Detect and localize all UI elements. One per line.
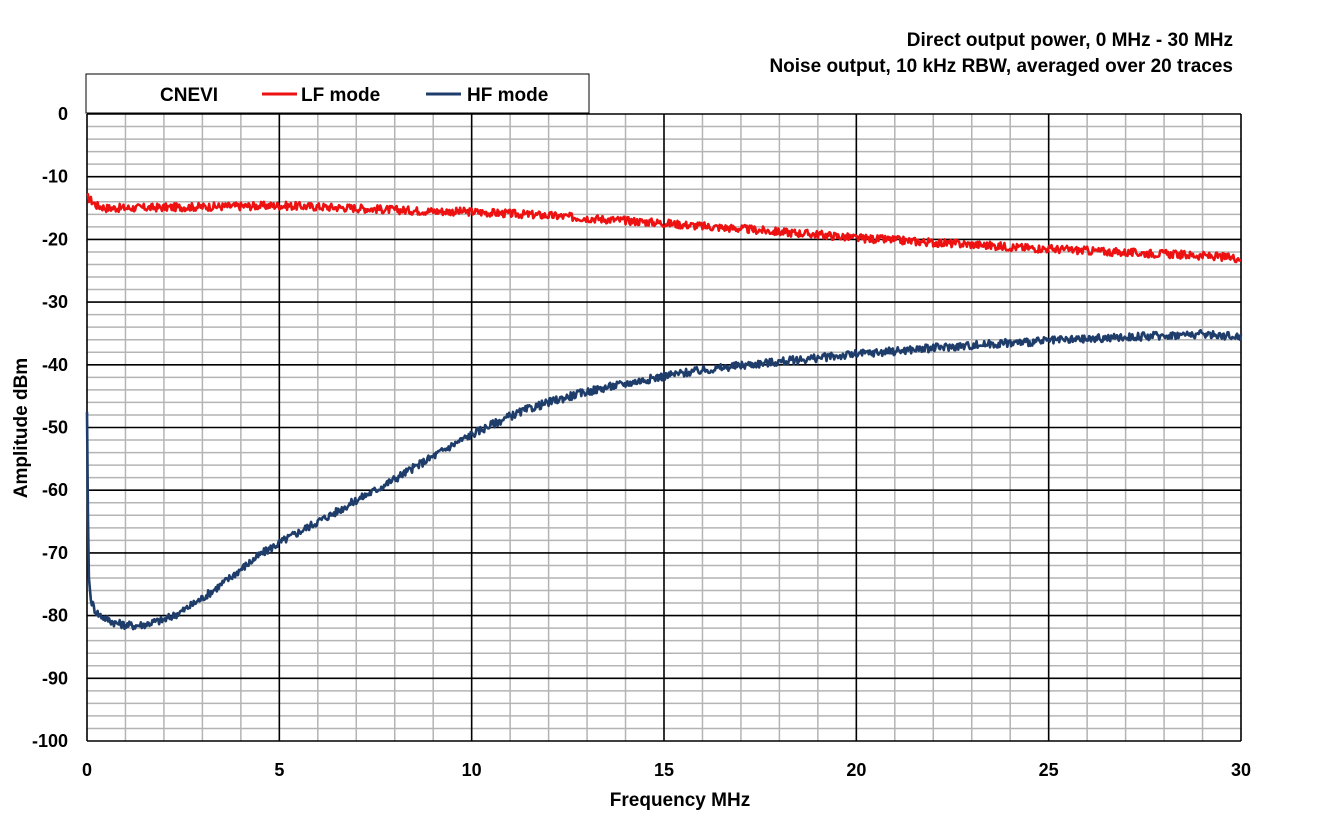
- chart-title-line-2: Noise output, 10 kHz RBW, averaged over …: [769, 56, 1233, 77]
- legend-label-lf-mode: LF mode: [301, 85, 380, 106]
- x-axis-ticks: 0 5 10 15 20 25 30: [82, 760, 1251, 780]
- series-line-hf-mode: [85, 328, 1243, 631]
- legend-label-hf-mode: HF mode: [467, 85, 548, 106]
- x-tick-label: 15: [654, 760, 674, 780]
- y-axis-label: Amplitude dBm: [11, 358, 32, 498]
- y-tick-label: 0: [58, 104, 68, 124]
- legend: CNEVI LF mode HF mode: [85, 73, 590, 114]
- y-tick-label: -100: [32, 731, 68, 751]
- legend-title: CNEVI: [160, 85, 218, 106]
- y-tick-label: -20: [42, 229, 68, 249]
- x-axis-label: Frequency MHz: [610, 790, 750, 811]
- x-tick-label: 30: [1231, 760, 1251, 780]
- series-layer: [85, 192, 1243, 631]
- x-tick-label: 20: [846, 760, 866, 780]
- y-tick-label: -50: [42, 418, 68, 438]
- series-line-lf-mode: [86, 192, 1242, 264]
- y-tick-label: -60: [42, 480, 68, 500]
- y-tick-label: -90: [42, 668, 68, 688]
- x-tick-label: 5: [274, 760, 284, 780]
- y-tick-label: -10: [42, 167, 68, 187]
- y-tick-label: -70: [42, 543, 68, 563]
- x-tick-label: 0: [82, 760, 92, 780]
- chart-title-line-1: Direct output power, 0 MHz - 30 MHz: [907, 30, 1233, 51]
- y-tick-label: -30: [42, 292, 68, 312]
- x-tick-label: 25: [1039, 760, 1059, 780]
- y-axis-ticks: 0 -10 -20 -30 -40 -50 -60 -70 -80 -90 -100: [32, 104, 68, 751]
- y-tick-label: -40: [42, 355, 68, 375]
- y-tick-label: -80: [42, 606, 68, 626]
- legend-box: [85, 73, 590, 114]
- major-gridlines: [86, 113, 1242, 742]
- x-tick-label: 10: [462, 760, 482, 780]
